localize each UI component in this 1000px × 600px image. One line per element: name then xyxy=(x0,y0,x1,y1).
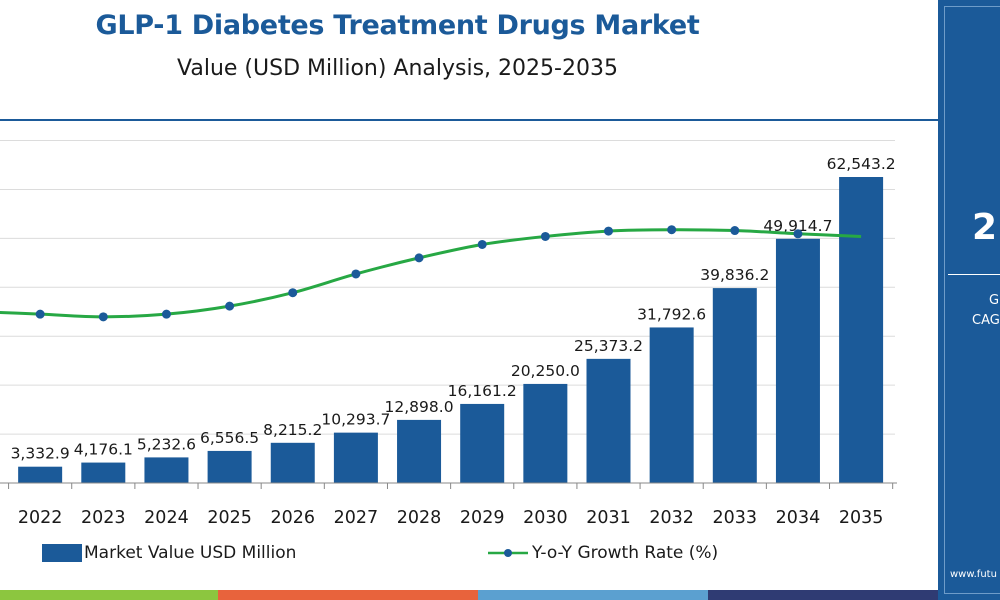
bar xyxy=(775,238,820,483)
growth-point xyxy=(604,226,613,236)
growth-line-series xyxy=(0,225,862,322)
growth-point xyxy=(667,225,677,235)
chart-subtitle: Value (USD Million) Analysis, 2025-2035 xyxy=(177,56,618,81)
bar-data-label: 20,250.0 xyxy=(511,362,580,380)
bar-data-label: 16,161.2 xyxy=(448,382,517,400)
bar xyxy=(586,358,631,483)
header-divider xyxy=(0,119,938,121)
bar-data-label: 49,914.7 xyxy=(763,217,832,235)
x-tick-label: 2022 xyxy=(18,508,63,528)
bar xyxy=(460,403,505,483)
bar xyxy=(397,419,442,483)
bar xyxy=(144,457,189,483)
growth-point xyxy=(351,269,361,279)
x-tick-label: 2031 xyxy=(586,508,631,528)
growth-point xyxy=(414,253,424,263)
legend-line-swatch xyxy=(488,549,528,557)
bar xyxy=(523,383,568,483)
growth-point xyxy=(98,312,108,322)
x-tick-label: 2035 xyxy=(839,508,884,528)
strip-segment-orange xyxy=(218,590,478,600)
legend-growth-label: Y-o-Y Growth Rate (%) xyxy=(532,543,719,563)
side-panel-border xyxy=(944,6,1000,594)
bar-data-labels: .93,332.94,176.15,232.66,556.58,215.210,… xyxy=(11,155,896,463)
x-tick-label: 2030 xyxy=(523,508,568,528)
bar-data-label: 8,215.2 xyxy=(263,421,322,439)
chart-title: GLP-1 Diabetes Treatment Drugs Market xyxy=(95,10,700,41)
x-tick-label: 2034 xyxy=(776,508,821,528)
bar-data-label: 31,792.6 xyxy=(637,305,706,323)
x-tick-label: 2033 xyxy=(713,508,758,528)
market-chart: .93,332.94,176.15,232.66,556.58,215.210,… xyxy=(0,140,897,528)
growth-point xyxy=(35,309,45,319)
legend-item-growth-rate: Y-o-Y Growth Rate (%) xyxy=(488,543,718,563)
brand-logo-text: Futur xyxy=(32,94,58,105)
x-tick-label: 2028 xyxy=(397,508,442,528)
bar xyxy=(649,327,694,483)
growth-point xyxy=(288,288,298,298)
growth-point xyxy=(161,309,171,319)
strip-segment-green xyxy=(0,590,218,600)
x-tick-label: 2024 xyxy=(144,508,189,528)
bar-data-label: 62,543.2 xyxy=(827,155,896,173)
side-label-1: G xyxy=(989,293,1000,308)
bar-data-label: 25,373.2 xyxy=(574,337,643,355)
strip-segment-lightblue xyxy=(478,590,708,600)
strip-segment-navy xyxy=(708,590,938,600)
growth-point xyxy=(540,231,550,241)
gridlines xyxy=(0,140,895,435)
growth-point xyxy=(225,301,235,311)
bar-data-label: 39,836.2 xyxy=(700,266,769,284)
bar-data-label: 4,176.1 xyxy=(74,441,133,459)
bar xyxy=(18,466,63,483)
legend-item-market-value: Market Value USD Million xyxy=(42,543,296,563)
bar xyxy=(207,450,252,483)
bar xyxy=(839,177,884,483)
legend-bar-swatch xyxy=(42,544,82,562)
bar-data-label: 12,898.0 xyxy=(385,398,454,416)
legend-market-label: Market Value USD Million xyxy=(84,543,297,563)
growth-point xyxy=(477,239,487,249)
bar-data-label: 10,293.7 xyxy=(321,411,390,429)
bar xyxy=(81,462,126,483)
growth-point xyxy=(730,226,740,236)
bar xyxy=(333,432,378,483)
x-tick-label: 2023 xyxy=(81,508,126,528)
x-axis: 1202220232024202520262027202820292030203… xyxy=(0,482,897,528)
bar-data-label: 6,556.5 xyxy=(200,429,259,447)
x-tick-label: 2026 xyxy=(270,508,315,528)
bar xyxy=(270,442,315,483)
bottom-color-strip xyxy=(0,590,938,600)
bar-data-label: 5,232.6 xyxy=(137,435,196,453)
side-url: www.futu xyxy=(950,569,997,580)
bar-series xyxy=(18,177,884,483)
side-highlight-value: 2 xyxy=(972,207,998,248)
x-tick-label: 2029 xyxy=(460,508,505,528)
x-tick-label: 2025 xyxy=(207,508,252,528)
bar-data-label: 3,332.9 xyxy=(11,445,70,463)
x-tick-label: 2032 xyxy=(649,508,694,528)
bar xyxy=(712,288,757,483)
growth-point xyxy=(793,229,803,239)
side-panel xyxy=(938,0,1000,600)
x-tick-label: 2027 xyxy=(334,508,379,528)
side-label-2: CAG xyxy=(972,313,1000,328)
brand-logo-icon: ff xyxy=(24,17,68,85)
side-divider xyxy=(948,274,1000,275)
